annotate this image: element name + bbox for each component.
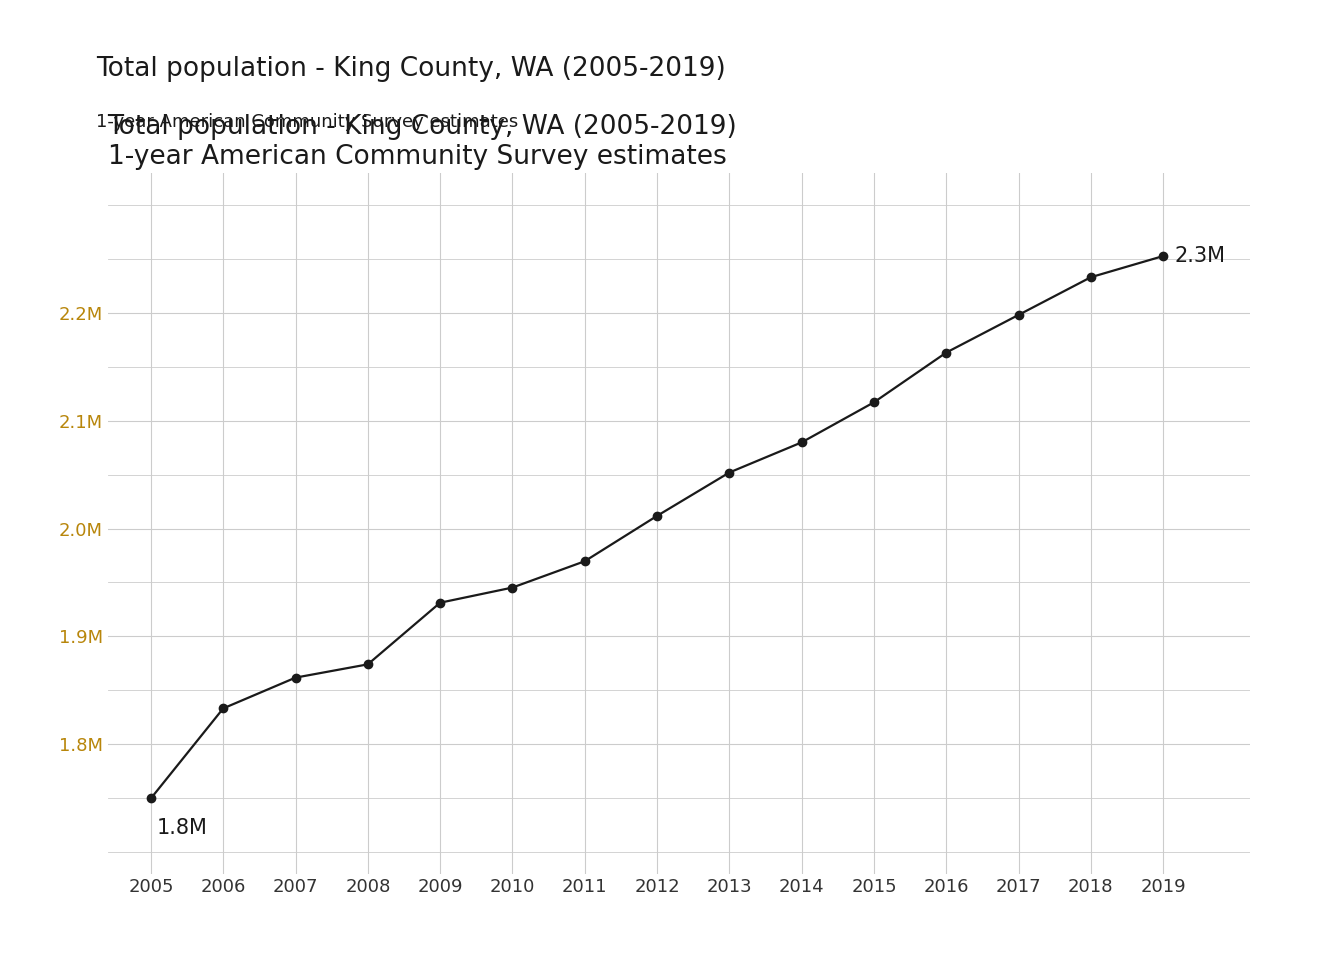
Text: 2.3M: 2.3M bbox=[1175, 246, 1224, 266]
Text: Total population - King County, WA (2005-2019): Total population - King County, WA (2005… bbox=[97, 56, 726, 82]
Text: Total population - King County, WA (2005-2019)
1-year American Community Survey : Total population - King County, WA (2005… bbox=[108, 114, 738, 171]
Text: 1.8M: 1.8M bbox=[157, 818, 207, 838]
Text: 1-year American Community Survey estimates: 1-year American Community Survey estimat… bbox=[97, 112, 519, 131]
